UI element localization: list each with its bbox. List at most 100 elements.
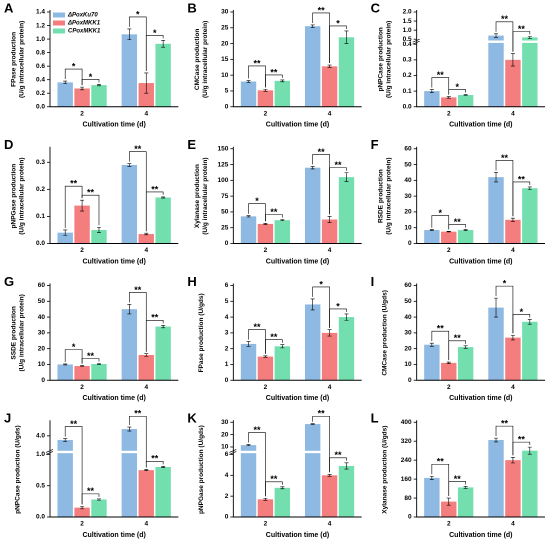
- x-tick-label: 2: [80, 110, 84, 117]
- y-axis-label: (U/g intracellular protein): [202, 21, 209, 98]
- y-tick-label: 1.4: [36, 9, 45, 16]
- x-tick-label: 2: [264, 110, 268, 117]
- error-bar: [144, 72, 149, 94]
- error-bar: [63, 229, 68, 236]
- error-bar: [246, 80, 251, 83]
- significance-label: **: [437, 70, 445, 80]
- bar: [522, 450, 538, 517]
- x-tick-label: 4: [511, 247, 515, 254]
- y-tick-label: 2: [225, 493, 229, 500]
- significance-label: **: [335, 160, 343, 170]
- error-bar: [263, 355, 268, 358]
- x-tick-label: 2: [80, 521, 84, 528]
- bar: [522, 188, 538, 244]
- error-bar: [527, 186, 532, 190]
- axis: [416, 283, 545, 381]
- y-tick-label: 0.3: [403, 57, 412, 64]
- y-axis-label: FPase production (U/gds): [198, 293, 205, 372]
- significance-bracket: [81, 79, 100, 86]
- panel-letter: K: [187, 411, 197, 426]
- bar: [304, 424, 321, 517]
- error-bar: [263, 497, 268, 501]
- bar: [91, 85, 107, 107]
- panel-letter: C: [371, 0, 381, 15]
- significance-label: **: [318, 5, 326, 15]
- x-axis-label: Cultivation time (d): [449, 395, 512, 402]
- error-bar: [280, 79, 285, 83]
- bar: [121, 309, 138, 381]
- significance-label: **: [518, 174, 526, 184]
- error-bar: [510, 53, 515, 67]
- x-tick-label: 4: [511, 521, 515, 528]
- y-tick-label: 20: [221, 431, 229, 438]
- x-axis-label: Cultivation time (d): [449, 258, 512, 265]
- y-axis-label: (U/g intracellular protein): [202, 157, 209, 234]
- significance-label: **: [87, 351, 95, 361]
- y-axis-label: pNPGase production (U/gds): [198, 425, 205, 514]
- y-tick-label: 25: [221, 224, 229, 231]
- y-tick-label: 20: [221, 40, 229, 47]
- panel-letter: A: [4, 0, 14, 15]
- significance-label: **: [270, 474, 278, 484]
- x-axis-label: Cultivation time (d): [266, 122, 329, 129]
- significance-label: **: [70, 179, 78, 189]
- bar: [57, 232, 73, 244]
- error-bar: [510, 457, 515, 464]
- x-tick-label: 2: [264, 247, 268, 254]
- x-tick-label: 4: [144, 521, 148, 528]
- y-tick-label: 1.0: [36, 451, 45, 458]
- significance-label: **: [134, 144, 142, 154]
- y-tick-label: 10: [221, 72, 229, 79]
- x-tick-label: 4: [328, 247, 332, 254]
- significance-label: **: [253, 425, 261, 435]
- bar: [155, 43, 171, 107]
- significance-label: **: [270, 332, 278, 342]
- bar: [522, 321, 538, 381]
- bar: [138, 83, 154, 107]
- x-tick-label: 4: [144, 247, 148, 254]
- y-tick-label: 0.2: [403, 72, 412, 79]
- axis-break-mark: [229, 449, 237, 455]
- x-tick-label: 2: [447, 384, 451, 391]
- legend-swatch: [53, 12, 65, 18]
- x-tick-label: 4: [328, 384, 332, 391]
- x-tick-label: 2: [80, 384, 84, 391]
- y-tick-label: 10: [221, 444, 229, 451]
- error-bar: [327, 329, 332, 337]
- y-tick-label: 2: [225, 345, 229, 352]
- y-axis-label: FPase production: [11, 32, 18, 87]
- error-bar: [161, 324, 166, 329]
- significance-label: *: [136, 9, 140, 19]
- y-tick-label: 40: [38, 314, 46, 321]
- bar: [91, 363, 107, 381]
- bar: [274, 487, 291, 517]
- error-bar: [161, 466, 166, 468]
- bar: [257, 356, 274, 381]
- x-axis-label: Cultivation time (d): [266, 395, 329, 402]
- error-bar: [96, 498, 101, 501]
- panel-letter: H: [187, 274, 196, 289]
- error-bar: [96, 84, 101, 87]
- y-tick-label: 0.0: [403, 103, 412, 110]
- axis-break: [46, 450, 179, 454]
- bar: [457, 487, 474, 517]
- significance-label: **: [518, 24, 526, 34]
- bar: [441, 501, 457, 517]
- y-axis-label: pNPGase production: [11, 164, 18, 229]
- axis: [416, 420, 545, 518]
- bar: [274, 80, 291, 107]
- error-bar: [494, 172, 499, 183]
- error-bar: [510, 217, 515, 222]
- significance-label: *: [336, 301, 340, 311]
- y-tick-label: 0.1: [36, 213, 45, 220]
- significance-label: **: [437, 457, 445, 467]
- significance-label: **: [87, 486, 95, 496]
- axis-break: [412, 40, 545, 43]
- y-tick-label: 5: [225, 298, 229, 305]
- y-tick-label: 0.6: [36, 63, 45, 70]
- error-bar: [429, 342, 434, 347]
- y-tick-label: 0.3: [36, 159, 45, 166]
- panel-letter: G: [4, 274, 14, 289]
- y-tick-label: 240: [401, 457, 412, 464]
- significance-label: *: [153, 28, 157, 38]
